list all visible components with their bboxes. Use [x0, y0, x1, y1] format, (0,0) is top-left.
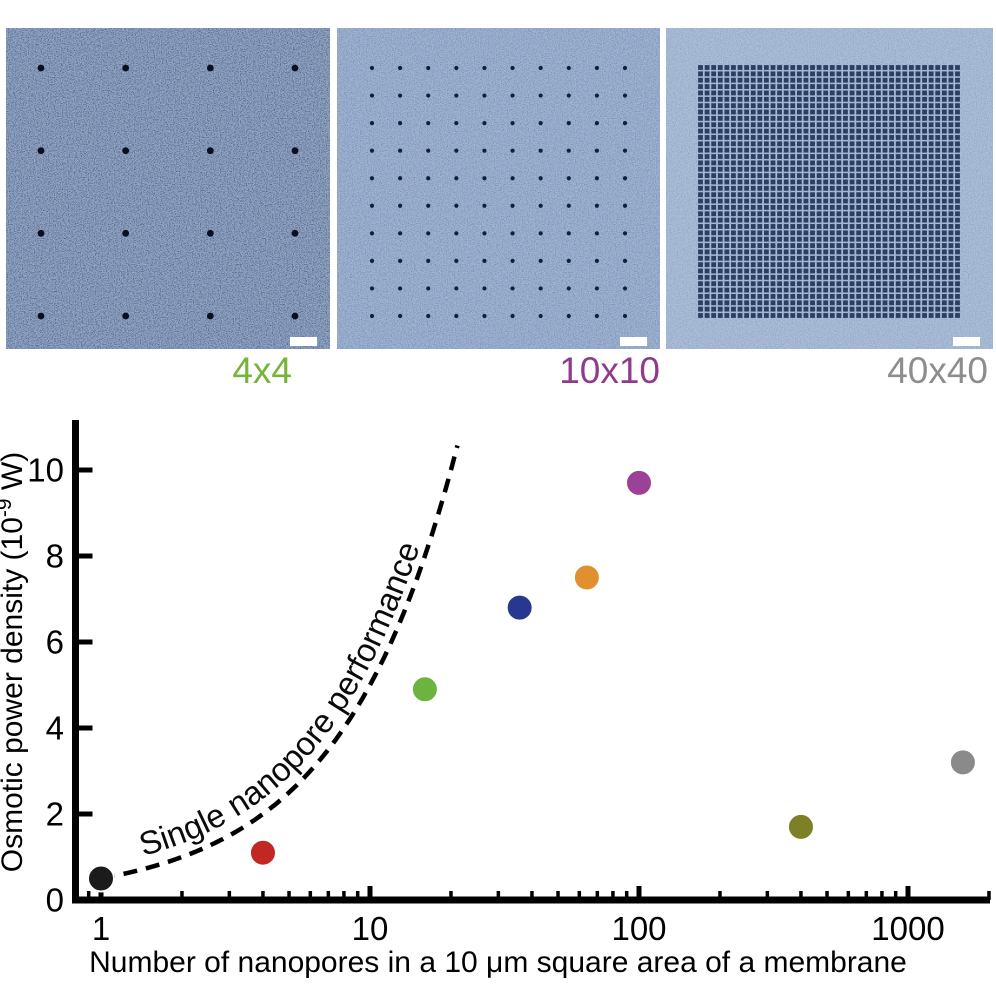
scatter-plot: 1 10 100 1000 0 2 4 6 8 10 Single nanopore perform… — [0, 400, 996, 995]
data-point — [410, 675, 439, 704]
data-point — [948, 748, 977, 777]
y-tick-label: 4 — [46, 710, 64, 747]
reference-curve — [100, 445, 460, 881]
x-tick-label: 100 — [611, 910, 666, 947]
sem-panel-4x4 — [6, 28, 330, 349]
x-tick-label: 1 — [92, 910, 110, 947]
x-tick-label: 1000 — [871, 910, 944, 947]
scale-bar — [620, 337, 647, 346]
panel-label-10x10: 10x10 — [559, 350, 660, 391]
y-tick-label: 2 — [46, 796, 64, 833]
sem-noise-light — [337, 28, 660, 349]
y-tick-label: 6 — [46, 624, 64, 661]
sem-noise-light — [6, 28, 330, 349]
data-point — [572, 563, 601, 592]
x-axis-ticks: 1 10 100 1000 — [86, 886, 991, 947]
scale-bar — [290, 337, 317, 346]
sem-panel-40x40 — [666, 28, 993, 349]
data-point — [625, 468, 653, 497]
sem-panel-10x10 — [337, 28, 660, 349]
y-axis-label: Osmotic power density (10-9 W) — [0, 452, 29, 872]
nanopore-array — [369, 65, 628, 319]
nanopore-array — [698, 65, 960, 318]
scale-bar — [953, 337, 980, 346]
data-point — [505, 593, 534, 622]
curve-label: Single nanopore performance — [135, 537, 427, 863]
x-axis-label: Number of nanopores in a 10 μm square ar… — [89, 946, 907, 979]
panel-label-4x4: 4x4 — [232, 350, 292, 391]
data-point — [248, 838, 277, 867]
nanopore-array — [37, 64, 299, 320]
curve-label-text: Single nanopore performance — [135, 537, 427, 863]
y-tick-label: 0 — [46, 882, 64, 919]
data-points — [87, 468, 977, 893]
data-point — [87, 864, 115, 893]
panel-label-40x40: 40x40 — [887, 350, 988, 391]
data-point — [786, 812, 815, 841]
y-tick-label: 10 — [27, 452, 64, 489]
x-tick-label: 10 — [352, 910, 389, 947]
y-axis-ticks: 0 2 4 6 8 10 — [27, 452, 93, 919]
y-tick-label: 8 — [46, 538, 64, 575]
curve-label-path — [124, 434, 454, 861]
